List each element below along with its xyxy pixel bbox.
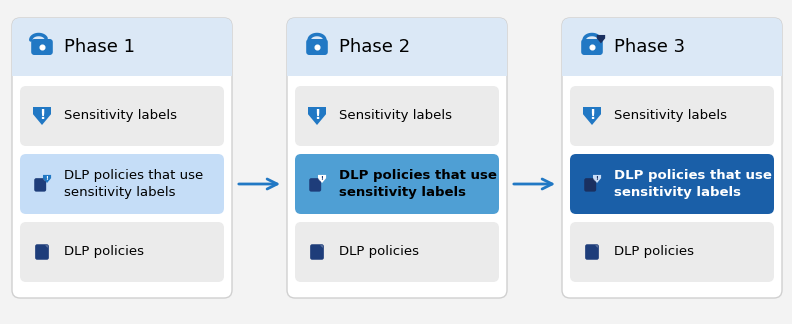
Polygon shape xyxy=(318,175,326,183)
FancyBboxPatch shape xyxy=(570,154,774,214)
Text: !: ! xyxy=(314,108,320,122)
Bar xyxy=(287,47,507,76)
Polygon shape xyxy=(320,245,323,248)
FancyBboxPatch shape xyxy=(562,18,782,76)
Bar xyxy=(562,47,782,76)
FancyBboxPatch shape xyxy=(295,86,499,146)
FancyBboxPatch shape xyxy=(20,154,224,214)
Text: DLP policies that use
sensitivity labels: DLP policies that use sensitivity labels xyxy=(339,169,497,199)
FancyBboxPatch shape xyxy=(35,244,49,260)
FancyBboxPatch shape xyxy=(309,178,322,191)
FancyBboxPatch shape xyxy=(570,222,774,282)
Text: !: ! xyxy=(589,108,595,122)
Polygon shape xyxy=(596,35,605,43)
Text: Phase 2: Phase 2 xyxy=(339,38,410,56)
FancyBboxPatch shape xyxy=(20,222,224,282)
FancyBboxPatch shape xyxy=(287,18,507,76)
Text: DLP policies: DLP policies xyxy=(64,246,144,259)
FancyBboxPatch shape xyxy=(12,18,232,298)
Text: Phase 1: Phase 1 xyxy=(64,38,135,56)
Polygon shape xyxy=(308,107,326,125)
Text: Sensitivity labels: Sensitivity labels xyxy=(64,110,177,122)
Text: Sensitivity labels: Sensitivity labels xyxy=(339,110,452,122)
FancyBboxPatch shape xyxy=(34,178,46,191)
Text: !: ! xyxy=(46,176,48,181)
Text: Sensitivity labels: Sensitivity labels xyxy=(614,110,727,122)
FancyBboxPatch shape xyxy=(562,18,782,298)
Polygon shape xyxy=(45,245,48,248)
FancyBboxPatch shape xyxy=(307,39,328,55)
FancyBboxPatch shape xyxy=(295,222,499,282)
Bar xyxy=(12,47,232,76)
Polygon shape xyxy=(583,107,601,125)
FancyBboxPatch shape xyxy=(287,18,507,298)
Text: DLP policies: DLP policies xyxy=(339,246,419,259)
FancyBboxPatch shape xyxy=(20,86,224,146)
Polygon shape xyxy=(318,179,320,181)
Text: DLP policies that use
sensitivity labels: DLP policies that use sensitivity labels xyxy=(64,169,204,199)
FancyBboxPatch shape xyxy=(570,86,774,146)
FancyBboxPatch shape xyxy=(585,244,599,260)
Text: !: ! xyxy=(321,176,323,181)
Polygon shape xyxy=(43,179,45,181)
FancyBboxPatch shape xyxy=(31,39,53,55)
FancyBboxPatch shape xyxy=(581,39,603,55)
Text: !: ! xyxy=(596,176,599,181)
Polygon shape xyxy=(43,175,51,183)
FancyBboxPatch shape xyxy=(295,154,499,214)
Text: DLP policies: DLP policies xyxy=(614,246,694,259)
Text: !: ! xyxy=(39,108,45,122)
Text: DLP policies that use
sensitivity labels: DLP policies that use sensitivity labels xyxy=(614,169,772,199)
FancyBboxPatch shape xyxy=(584,178,596,191)
Polygon shape xyxy=(593,179,595,181)
FancyBboxPatch shape xyxy=(12,18,232,76)
Polygon shape xyxy=(595,245,598,248)
Polygon shape xyxy=(593,175,601,183)
Polygon shape xyxy=(33,107,51,125)
Text: Phase 3: Phase 3 xyxy=(614,38,685,56)
FancyBboxPatch shape xyxy=(310,244,324,260)
